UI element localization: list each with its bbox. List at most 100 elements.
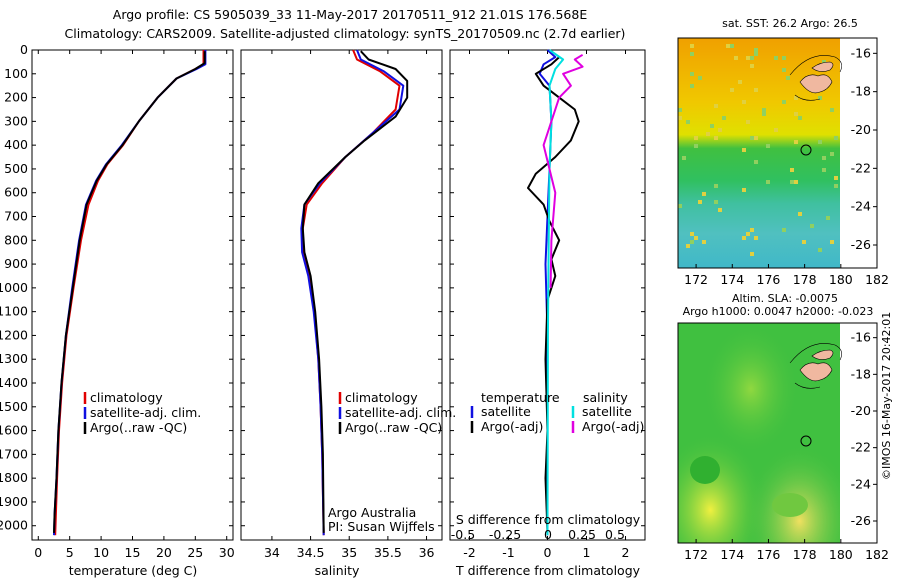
map-x-tick-label: 178 <box>793 272 817 287</box>
map-x-tick-label: 178 <box>793 547 817 562</box>
figure-title-line2: Climatology: CARS2009. Satellite-adjuste… <box>65 26 626 41</box>
sst-pixel <box>678 116 682 120</box>
salinity-series <box>300 49 409 536</box>
map-y-tick-label: -24 <box>851 476 871 491</box>
sst-pixel <box>714 184 718 188</box>
sst-pixel <box>746 232 750 236</box>
x-tick-label: 10 <box>93 545 109 560</box>
fiji-island-north <box>811 61 834 72</box>
y-tick-label: 0 <box>20 42 28 57</box>
sst-pixel <box>762 112 766 116</box>
sla-map: 172 174 176 178 180 182 -16 -18 -20 -22 -24 -26 <box>677 322 889 562</box>
y-tick-label: 1000 <box>0 280 28 295</box>
y-tick-label: 100 <box>4 66 28 81</box>
sla-map-title-1: Altim. SLA: -0.0075 <box>732 292 838 305</box>
y-tick-label: 1400 <box>0 375 28 390</box>
y-tick-label: 700 <box>4 209 28 224</box>
float-position-marker <box>800 144 812 156</box>
difference-top-xlabel: S difference from climatology <box>456 512 641 527</box>
sst-pixel <box>734 56 738 60</box>
sst-pixel <box>818 96 822 100</box>
x-tick-label: 34.5 <box>297 545 325 560</box>
map-y-tick-label: -16 <box>851 330 871 345</box>
sst-pixel <box>790 168 794 172</box>
series-line-climatology <box>54 50 205 536</box>
temperature-legend: climatology satellite-adj. clim. Argo(..… <box>83 390 201 435</box>
sst-pixel <box>718 128 722 132</box>
y-tick-label: 600 <box>4 185 28 200</box>
sst-pixel <box>690 232 694 236</box>
difference-y-axis <box>450 49 645 527</box>
sst-pixel <box>694 136 698 140</box>
sst-field <box>678 38 840 268</box>
sla-map-frame <box>677 322 878 544</box>
sst-pixel <box>694 144 698 148</box>
sst-pixel <box>754 52 758 56</box>
series-line-temperature-argo-adj- <box>527 56 580 533</box>
x-tick-label: -1 <box>502 545 514 560</box>
sst-pixel <box>766 180 770 184</box>
map-x-tick-label: 176 <box>757 547 781 562</box>
sst-pixel <box>766 144 770 148</box>
map-x-tick-label: 182 <box>865 272 889 287</box>
sst-pixel <box>690 52 694 56</box>
sst-pixel <box>678 204 682 208</box>
sst-pixel <box>798 116 802 120</box>
x-tick-label: 15 <box>125 545 141 560</box>
legend-label: Argo(-adj) <box>481 419 543 434</box>
y-tick-label: 200 <box>4 90 28 105</box>
sst-pixel <box>754 48 758 52</box>
sst-pixel <box>750 136 754 140</box>
salinity-panel-frame <box>240 49 443 541</box>
legend-label: satellite-adj. clim. <box>90 405 201 420</box>
top-tick-label: 0.5 <box>605 527 625 542</box>
sst-pixel <box>782 100 786 104</box>
sst-pixel <box>830 108 834 112</box>
sst-pixel <box>794 140 798 144</box>
x-tick-label: 20 <box>156 545 172 560</box>
top-tick-label: 0 <box>544 527 552 542</box>
sst-pixel <box>782 228 786 232</box>
reef-contour <box>789 343 842 389</box>
sst-map-axes: 172 174 176 178 180 182 -16 -18 -20 -22 -24 -26 <box>684 45 889 287</box>
sst-pixel <box>786 76 790 80</box>
salinity-y-axis <box>241 49 442 527</box>
float-position-marker <box>800 435 812 447</box>
sst-map-title: sat. SST: 26.2 Argo: 26.5 <box>722 17 858 30</box>
sst-pixel <box>774 128 778 132</box>
sst-pixel <box>822 60 826 64</box>
sst-pixel <box>714 136 718 140</box>
temperature-x-axis: 0 5 10 15 20 25 30 <box>34 50 235 560</box>
sst-pixel <box>738 80 742 84</box>
temperature-panel-frame <box>31 49 234 541</box>
legend-label: satellite-adj. clim. <box>345 405 456 420</box>
sst-pixel <box>694 236 698 240</box>
sst-pixel <box>818 140 822 144</box>
y-tick-label: 1600 <box>0 423 28 438</box>
temperature-series <box>53 50 207 536</box>
sst-pixel <box>810 224 814 228</box>
sst-pixel <box>754 136 758 140</box>
sst-pixel <box>690 240 694 244</box>
difference-legend: temperature satellite Argo(-adj) salinit… <box>470 390 644 434</box>
fiji-island <box>799 362 833 382</box>
sst-pixel <box>834 184 838 188</box>
sst-pixel <box>686 120 690 124</box>
x-tick-label: 35 <box>341 545 357 560</box>
top-tick-label: 0.25 <box>568 527 596 542</box>
sst-pixel <box>818 248 822 252</box>
sst-map: 172 174 176 178 180 182 -16 -18 -20 -22 -24 -26 <box>677 37 889 287</box>
sst-map-frame <box>677 37 878 269</box>
sst-pixel <box>726 44 730 48</box>
sst-pixel <box>754 88 758 92</box>
sst-pixel <box>690 44 694 48</box>
map-y-tick-label: -26 <box>851 237 871 252</box>
sst-pixel <box>690 72 694 76</box>
map-x-tick-label: 172 <box>684 272 708 287</box>
map-x-tick-label: 182 <box>865 547 889 562</box>
x-tick-label: 0 <box>34 545 42 560</box>
series-line-argo-raw-qc- <box>53 51 206 533</box>
y-tick-label: 1700 <box>0 446 28 461</box>
sst-pixel <box>750 252 754 256</box>
legend-label: Argo(..raw -QC) <box>90 420 187 435</box>
